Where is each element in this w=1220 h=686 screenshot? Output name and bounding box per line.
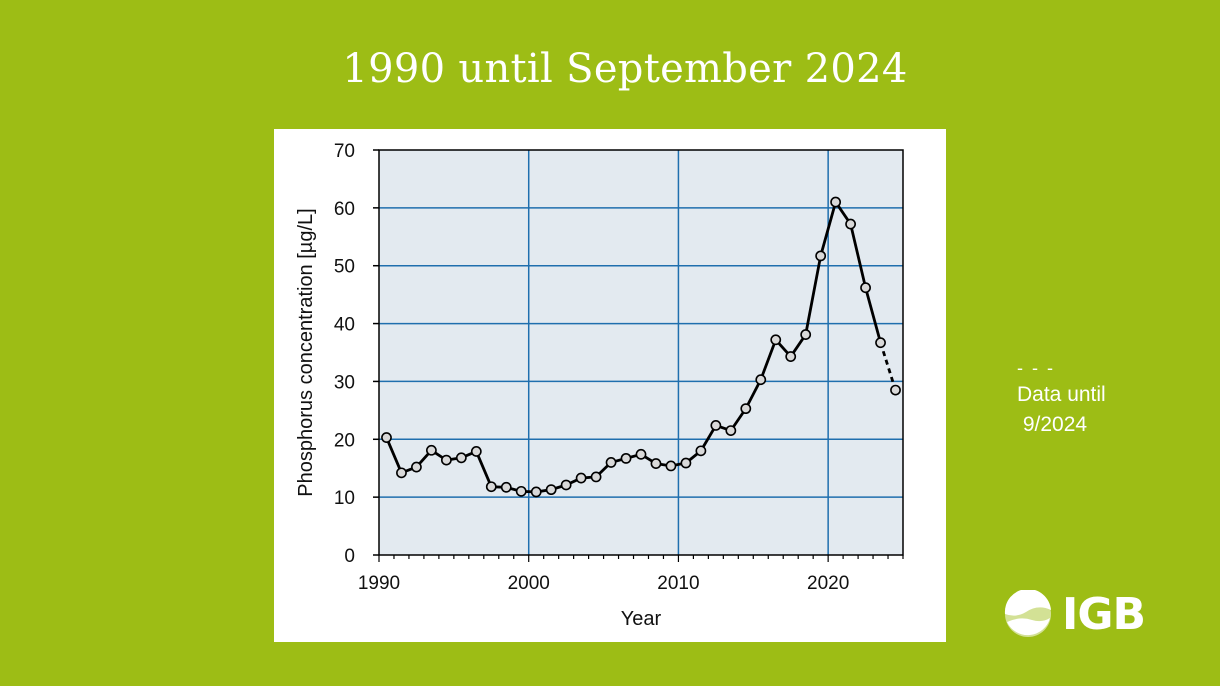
slide-title: 1990 until September 2024: [342, 46, 908, 92]
igb-logo: IGB: [1004, 588, 1146, 640]
data-series: [385, 200, 897, 494]
data-point: [740, 403, 752, 415]
y-tick-label: 0: [344, 546, 355, 567]
data-point: [381, 432, 392, 443]
data-point: [470, 446, 482, 457]
chart-panel: 0 10 20 30 40 50 60 70 1990 2000 2010 2020 Year Pho…: [274, 129, 946, 642]
data-point: [800, 329, 812, 340]
plot-frame: [378, 149, 904, 556]
data-point: [530, 486, 542, 498]
data-point: [635, 448, 647, 460]
logo-text: IGB: [1062, 588, 1146, 640]
y-tick-label: 70: [334, 141, 355, 162]
data-point: [396, 467, 407, 479]
note-line-2: 9/2024: [1017, 413, 1088, 436]
data-point: [545, 484, 557, 496]
data-point: [500, 481, 512, 493]
data-point: [515, 485, 527, 497]
data-point: [680, 457, 692, 469]
gridlines: [379, 150, 903, 555]
data-point: [710, 419, 722, 431]
data-point: [890, 384, 901, 396]
x-tick-label: 2020: [807, 573, 849, 594]
data-point: [755, 374, 767, 386]
y-axis-title: Phosphorus concentration [µg/L]: [295, 208, 317, 496]
data-point: [575, 472, 587, 484]
data-point: [665, 460, 677, 472]
data-point: [620, 452, 632, 464]
y-tick-label: 40: [334, 315, 355, 336]
x-tick-label: 2010: [657, 573, 699, 594]
y-tick-label: 60: [334, 199, 355, 220]
dashed-line-note: - - - Data until 9/2024: [1017, 356, 1106, 440]
y-tick-label: 20: [334, 430, 355, 451]
data-markers: [381, 196, 901, 498]
data-point: [485, 481, 497, 493]
data-point: [860, 282, 871, 294]
dashed-legend-symbol: - - -: [1017, 358, 1055, 378]
data-point: [605, 457, 617, 468]
data-point: [845, 218, 856, 230]
series-line: [385, 200, 882, 494]
axis-ticks: 0 10 20 30 40 50 60 70 1990 2000 2010 2020: [334, 141, 904, 594]
x-tick-label: 1990: [358, 573, 400, 594]
y-tick-label: 10: [334, 488, 355, 509]
igb-logo-icon: [1004, 590, 1051, 637]
phosphorus-chart: 0 10 20 30 40 50 60 70 1990 2000 2010 2020 Year Pho…: [295, 141, 904, 630]
y-tick-label: 50: [334, 257, 355, 278]
x-tick-label: 2000: [508, 573, 550, 594]
y-tick-label: 30: [334, 372, 355, 393]
data-point: [725, 425, 737, 437]
data-point: [770, 334, 782, 346]
data-point: [875, 337, 886, 349]
data-point: [455, 452, 467, 464]
data-point: [590, 471, 602, 483]
data-point: [425, 444, 437, 456]
note-line-1: Data until: [1017, 383, 1106, 406]
data-point: [560, 479, 572, 491]
plot-area: [379, 150, 903, 555]
data-point: [785, 351, 797, 362]
data-point: [650, 458, 662, 469]
data-point: [830, 196, 842, 208]
data-point: [411, 461, 422, 473]
data-point: [815, 250, 827, 262]
x-axis-title: Year: [621, 608, 662, 630]
data-point: [695, 445, 707, 457]
data-point: [440, 454, 452, 466]
